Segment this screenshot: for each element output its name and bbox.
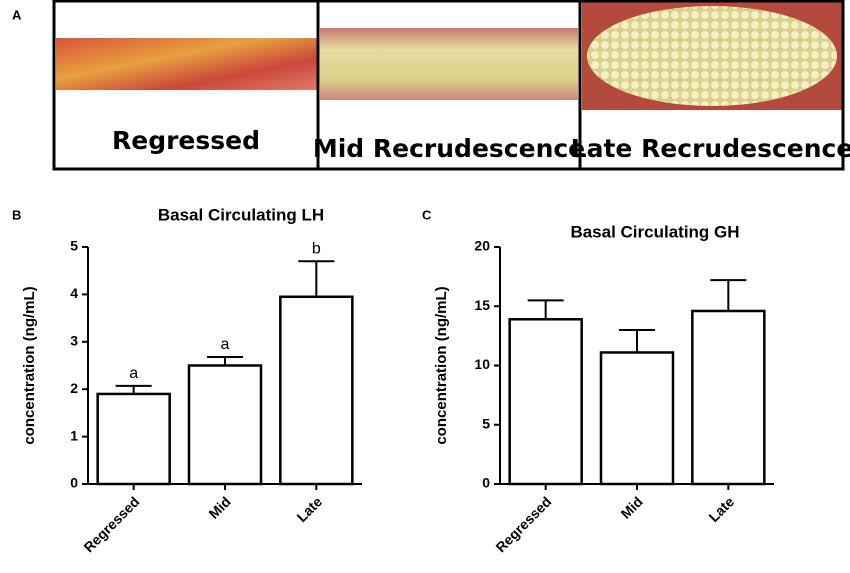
chart-title: Basal Circulating GH [570, 222, 739, 241]
bar [599, 351, 675, 486]
bar [691, 309, 766, 486]
panel-label: A [12, 7, 22, 22]
bar-annotation: a [129, 365, 138, 382]
y-tick-label: 4 [70, 285, 78, 301]
bar [508, 318, 583, 486]
panel-a: Regressed Mid Recrudescence Late Recrude… [52, 0, 850, 171]
y-tick-label: 3 [70, 333, 78, 349]
y-axis-label: concentration (ng/mL) [21, 286, 38, 444]
y-tick-label: 10 [474, 356, 490, 372]
x-tick-label: Regressed [80, 493, 142, 555]
panel-label: C [422, 207, 432, 222]
photo-label: Mid Recrudescence [313, 134, 585, 163]
panel-label: B [12, 207, 21, 222]
x-tick-label: Late [705, 493, 737, 525]
y-tick-label: 5 [70, 238, 78, 254]
y-tick-label: 20 [474, 238, 490, 254]
photo [56, 38, 318, 90]
x-tick-label: Late [293, 493, 325, 525]
bar [279, 295, 354, 486]
y-tick-label: 0 [70, 475, 78, 491]
photo-frame [578, 0, 845, 171]
bar [187, 364, 263, 486]
y-tick-label: 0 [482, 475, 490, 491]
bar [96, 392, 171, 486]
bar-annotation: b [312, 240, 321, 257]
x-tick-label: Mid [617, 493, 645, 521]
y-tick-label: 5 [482, 415, 490, 431]
photo [320, 28, 578, 100]
bar-annotation: a [221, 336, 230, 353]
x-tick-label: Regressed [492, 493, 554, 555]
y-tick-label: 1 [70, 427, 78, 443]
y-axis-label: concentration (ng/mL) [433, 286, 450, 444]
photo-label: Late Recrudescence [571, 134, 850, 163]
y-tick-label: 15 [474, 297, 490, 313]
x-tick-label: Mid [205, 493, 233, 521]
photo [587, 6, 837, 106]
y-tick-label: 2 [70, 380, 78, 396]
photo-label: Regressed [112, 126, 260, 155]
chart-title: Basal Circulating LH [158, 205, 324, 224]
